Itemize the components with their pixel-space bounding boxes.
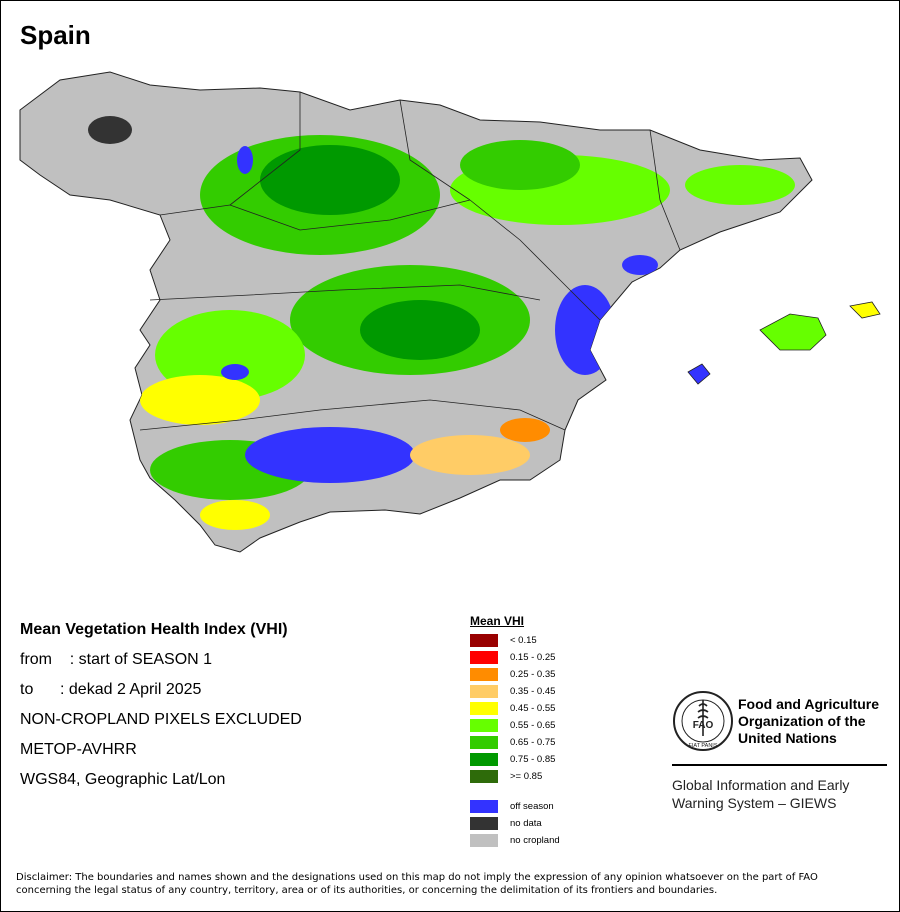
- sensor-line: METOP-AVHRR: [20, 741, 137, 758]
- vhi-patch-murcia: [500, 418, 550, 442]
- legend-item: >= 0.85: [470, 768, 560, 785]
- legend-label: < 0.15: [510, 635, 537, 646]
- mallorca-island: [759, 313, 827, 351]
- giews-line: Global Information and Early: [672, 777, 850, 793]
- disclaimer: Disclaimer: The boundaries and names sho…: [16, 871, 886, 897]
- menorca-island: [849, 301, 881, 319]
- legend-swatch: [470, 800, 498, 813]
- legend-swatch: [470, 817, 498, 830]
- fao-org-line: Food and Agriculture: [738, 696, 880, 712]
- vhi-patch-offseason-north: [237, 146, 253, 174]
- legend-label: 0.15 - 0.25: [510, 652, 556, 663]
- vhi-patch-catalonia: [685, 165, 795, 205]
- legend-swatch: [470, 702, 498, 715]
- legend-swatch: [470, 668, 498, 681]
- fao-org-line: United Nations: [738, 730, 837, 746]
- legend-item: 0.35 - 0.45: [470, 683, 560, 700]
- vhi-patch-ebro-dark: [460, 140, 580, 190]
- legend-item: 0.25 - 0.35: [470, 666, 560, 683]
- map-title: Spain: [20, 20, 91, 50]
- legend-item-no-cropland: no cropland: [470, 832, 560, 849]
- legend-item-no-data: no data: [470, 815, 560, 832]
- fao-motto: FIAT PANIS: [688, 743, 717, 749]
- vhi-patch-cadiz: [200, 500, 270, 530]
- fao-organization-name: Food and Agriculture Organization of the…: [738, 696, 898, 747]
- vhi-patch-valencia: [555, 285, 615, 375]
- period-to-line: to : dekad 2 April 2025: [20, 681, 202, 698]
- legend-swatch: [470, 719, 498, 732]
- legend-label: >= 0.85: [510, 771, 543, 782]
- legend-label: 0.65 - 0.75: [510, 737, 556, 748]
- disclaimer-line: concerning the legal status of any count…: [16, 885, 718, 896]
- legend-label: no data: [510, 818, 542, 829]
- giews-line: Warning System – GIEWS: [672, 795, 837, 811]
- fao-logo-icon: FAO FIAT PANIS: [673, 691, 733, 751]
- legend-label: no cropland: [510, 835, 560, 846]
- giews-system-name: Global Information and Early Warning Sys…: [672, 776, 849, 812]
- vhi-patch-north-dark: [260, 145, 400, 215]
- region-boundaries: [139, 92, 681, 431]
- vhi-patch-extremadura: [140, 375, 260, 425]
- legend-swatch: [470, 634, 498, 647]
- legend-item: 0.65 - 0.75: [470, 734, 560, 751]
- legend-label: 0.45 - 0.55: [510, 703, 556, 714]
- legend-swatch: [470, 736, 498, 749]
- legend-item: 0.15 - 0.25: [470, 649, 560, 666]
- vhi-patch-offseason-west: [221, 364, 249, 380]
- vhi-patch-guadalquivir: [245, 427, 415, 483]
- vhi-patch-granada: [410, 435, 530, 475]
- disclaimer-line: Disclaimer: The boundaries and names sho…: [16, 872, 818, 883]
- vhi-patches: [35, 90, 795, 530]
- legend-label: 0.35 - 0.45: [510, 686, 556, 697]
- legend-swatch: [470, 834, 498, 847]
- map-info-block: Mean Vegetation Health Index (VHI) from …: [20, 620, 302, 800]
- legend-swatch: [470, 685, 498, 698]
- legend-swatch: [470, 651, 498, 664]
- fao-org-line: Organization of the: [738, 713, 866, 729]
- legend-swatch: [470, 770, 498, 783]
- period-from-line: from : start of SEASON 1: [20, 651, 213, 668]
- legend-item: < 0.15: [470, 632, 560, 649]
- vhi-patch-ebro-delta: [622, 255, 658, 275]
- legend-label: 0.55 - 0.65: [510, 720, 556, 731]
- legend-swatch: [470, 753, 498, 766]
- legend: Mean VHI < 0.15 0.15 - 0.25 0.25 - 0.35 …: [470, 614, 560, 849]
- legend-label: 0.75 - 0.85: [510, 754, 556, 765]
- vhi-patch-galicia-nodata: [88, 116, 132, 144]
- legend-item: 0.75 - 0.85: [470, 751, 560, 768]
- legend-item: 0.55 - 0.65: [470, 717, 560, 734]
- mask-note-line: NON-CROPLAND PIXELS EXCLUDED: [20, 711, 302, 728]
- vhi-map: [19, 71, 881, 553]
- legend-title: Mean VHI: [470, 614, 525, 628]
- fao-emblem-text: FAO: [693, 720, 714, 731]
- legend-label: 0.25 - 0.35: [510, 669, 556, 680]
- legend-item-off-season: off season: [470, 798, 560, 815]
- vhi-patch-center-dark: [360, 300, 480, 360]
- crs-line: WGS84, Geographic Lat/Lon: [20, 771, 226, 788]
- ibiza-island: [687, 363, 711, 385]
- legend-item: 0.45 - 0.55: [470, 700, 560, 717]
- legend-label: off season: [510, 801, 554, 812]
- index-heading: Mean Vegetation Health Index (VHI): [20, 621, 288, 638]
- fao-divider: [672, 764, 887, 766]
